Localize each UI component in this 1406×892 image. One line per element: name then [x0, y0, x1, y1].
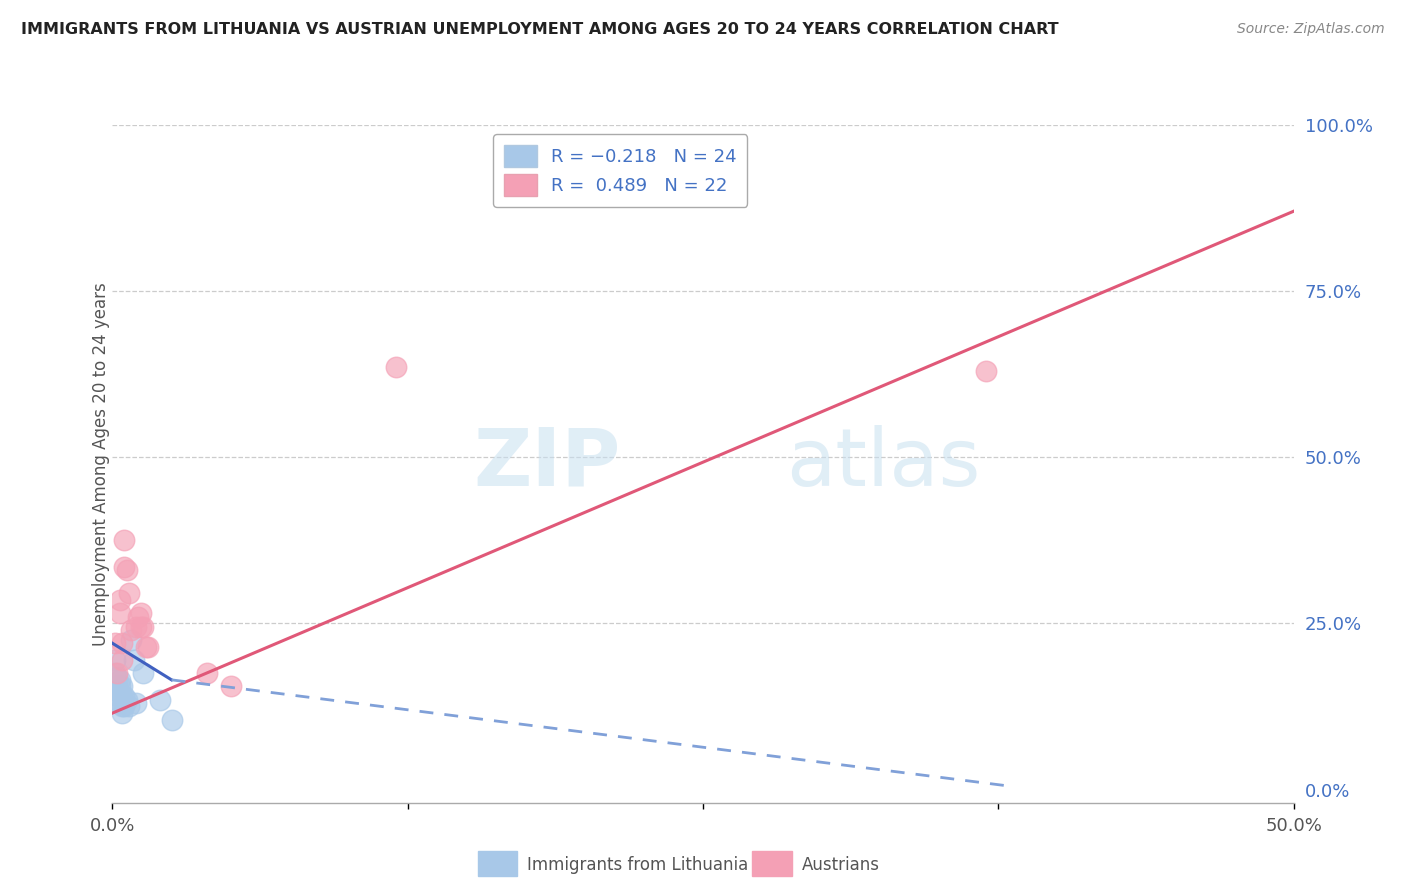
- Point: [111, 636, 134, 650]
- Point: [149, 693, 172, 707]
- Text: IMMIGRANTS FROM LITHUANIA VS AUSTRIAN UNEMPLOYMENT AMONG AGES 20 TO 24 YEARS COR: IMMIGRANTS FROM LITHUANIA VS AUSTRIAN UN…: [21, 22, 1059, 37]
- Point: [120, 632, 142, 647]
- Point: [105, 690, 128, 704]
- Text: ZIP: ZIP: [472, 425, 620, 503]
- Text: Source: ZipAtlas.com: Source: ZipAtlas.com: [1237, 22, 1385, 37]
- Point: [125, 620, 148, 634]
- Point: [111, 690, 134, 704]
- Point: [108, 680, 131, 694]
- Point: [136, 640, 159, 654]
- Point: [111, 680, 134, 694]
- Point: [108, 607, 131, 621]
- Point: [129, 607, 152, 621]
- Text: Austrians: Austrians: [801, 856, 879, 874]
- Point: [112, 559, 135, 574]
- Point: [112, 533, 135, 548]
- Point: [111, 699, 134, 714]
- Point: [115, 693, 138, 707]
- Point: [105, 669, 128, 683]
- Point: [111, 653, 134, 667]
- Point: [129, 620, 152, 634]
- Legend: R = −0.218   N = 24, R =  0.489   N = 22: R = −0.218 N = 24, R = 0.489 N = 22: [494, 134, 748, 207]
- Point: [122, 653, 145, 667]
- Point: [105, 666, 128, 681]
- Point: [135, 640, 157, 654]
- Point: [108, 686, 131, 700]
- Point: [112, 690, 135, 704]
- Text: Immigrants from Lithuania: Immigrants from Lithuania: [527, 856, 748, 874]
- Point: [104, 653, 127, 667]
- Point: [112, 699, 135, 714]
- Point: [118, 586, 141, 600]
- Point: [219, 680, 242, 694]
- Text: atlas: atlas: [786, 425, 980, 503]
- Point: [104, 666, 127, 681]
- Y-axis label: Unemployment Among Ages 20 to 24 years: Unemployment Among Ages 20 to 24 years: [93, 282, 110, 646]
- Point: [118, 699, 141, 714]
- Point: [115, 563, 138, 577]
- Point: [385, 360, 408, 375]
- Point: [104, 636, 127, 650]
- Point: [104, 680, 127, 694]
- Point: [108, 593, 131, 607]
- Point: [111, 706, 134, 720]
- Point: [132, 620, 155, 634]
- Point: [195, 666, 218, 681]
- Point: [976, 364, 998, 378]
- Point: [127, 609, 149, 624]
- Point: [120, 623, 142, 637]
- Point: [160, 713, 183, 727]
- Point: [132, 666, 155, 681]
- Point: [105, 680, 128, 694]
- Point: [108, 673, 131, 687]
- Point: [125, 696, 148, 710]
- Point: [108, 696, 131, 710]
